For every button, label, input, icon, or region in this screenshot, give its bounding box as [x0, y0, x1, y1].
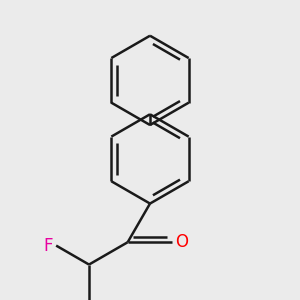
Text: O: O	[175, 233, 188, 251]
Text: F: F	[44, 237, 53, 255]
